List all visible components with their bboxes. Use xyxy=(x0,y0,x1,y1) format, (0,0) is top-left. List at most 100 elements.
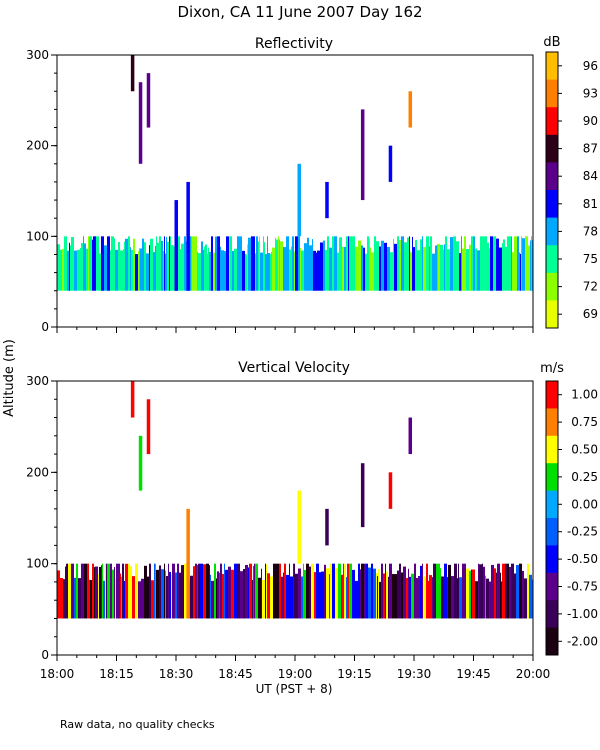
y-tick-label: 0 xyxy=(41,648,49,662)
data-column xyxy=(475,581,478,619)
data-column xyxy=(377,576,378,619)
data-column xyxy=(491,564,494,619)
data-column xyxy=(276,563,279,619)
data-column xyxy=(522,238,525,291)
data-column xyxy=(445,236,447,291)
data-column xyxy=(70,245,71,291)
data-column xyxy=(258,577,261,619)
data-column xyxy=(348,236,349,291)
data-column xyxy=(462,248,464,291)
colorbar-swatch xyxy=(546,79,558,108)
data-column xyxy=(156,236,157,291)
data-column xyxy=(66,563,67,619)
data-column xyxy=(163,250,164,291)
data-column xyxy=(286,574,289,619)
data-column xyxy=(422,563,423,619)
colorbar-tick-label: -0.75 xyxy=(567,580,598,594)
data-column xyxy=(87,563,89,619)
feature-column xyxy=(297,490,301,564)
data-column xyxy=(215,236,217,291)
data-column xyxy=(177,563,178,619)
y-tick-label: 300 xyxy=(26,48,49,62)
data-column xyxy=(159,236,161,291)
data-column xyxy=(304,569,306,619)
feature-column xyxy=(297,163,301,237)
reflectivity-colorbar-label: dB xyxy=(543,35,560,50)
data-column xyxy=(409,576,411,619)
data-column xyxy=(115,578,116,619)
data-column xyxy=(74,250,77,291)
data-column xyxy=(247,244,248,291)
data-column xyxy=(458,563,459,619)
data-column xyxy=(240,236,242,291)
data-column xyxy=(441,576,444,619)
data-column xyxy=(369,238,370,291)
data-column xyxy=(435,245,437,291)
data-column xyxy=(502,563,505,619)
colorbar-swatch xyxy=(546,435,558,464)
data-column xyxy=(149,245,150,291)
data-column xyxy=(471,569,472,619)
data-column xyxy=(437,563,440,619)
data-column xyxy=(219,572,220,619)
data-column xyxy=(280,241,283,291)
data-column xyxy=(365,253,367,291)
data-column xyxy=(98,574,99,619)
data-column xyxy=(230,236,232,291)
data-column xyxy=(412,236,413,291)
data-column xyxy=(295,573,298,619)
colorbar-tick-label: 84 xyxy=(583,169,598,183)
data-column xyxy=(226,236,229,291)
data-column xyxy=(475,248,477,291)
feature-column xyxy=(138,82,143,164)
data-column xyxy=(420,565,422,619)
data-column xyxy=(383,573,385,619)
x-axis-label: UT (PST + 8) xyxy=(256,682,333,696)
data-column xyxy=(94,567,95,619)
data-column xyxy=(524,578,527,619)
data-column xyxy=(487,242,489,291)
data-column xyxy=(80,247,81,291)
data-column xyxy=(279,239,280,291)
data-column xyxy=(224,251,226,291)
velocity-colorbar-label: m/s xyxy=(540,361,564,376)
data-column xyxy=(76,563,78,619)
data-column xyxy=(444,244,445,291)
data-column xyxy=(410,252,412,291)
data-column xyxy=(104,245,107,291)
data-column xyxy=(418,575,420,619)
data-column xyxy=(511,236,512,291)
data-column xyxy=(206,563,209,619)
data-column xyxy=(253,236,255,291)
data-column xyxy=(298,568,301,619)
data-column xyxy=(110,563,112,619)
data-column xyxy=(258,241,259,291)
data-column xyxy=(198,253,201,291)
data-column xyxy=(501,581,502,619)
data-column xyxy=(440,244,443,291)
data-column xyxy=(486,578,489,619)
data-column xyxy=(263,236,264,291)
data-column xyxy=(450,237,453,291)
data-column xyxy=(165,253,166,291)
data-column xyxy=(293,563,294,619)
data-column xyxy=(448,564,451,619)
data-column xyxy=(252,579,253,619)
data-column xyxy=(292,236,294,291)
data-column xyxy=(385,563,386,619)
data-column xyxy=(327,236,329,291)
data-column xyxy=(190,575,193,619)
data-column xyxy=(483,566,485,619)
data-column xyxy=(255,563,258,619)
colorbar-swatch xyxy=(546,490,558,519)
data-column xyxy=(530,240,531,291)
data-column xyxy=(316,563,319,619)
data-column xyxy=(267,236,268,291)
data-column xyxy=(399,563,401,619)
data-column xyxy=(211,236,213,291)
data-column xyxy=(376,241,379,291)
data-column xyxy=(211,580,214,619)
data-column xyxy=(286,236,289,291)
data-column xyxy=(265,563,266,619)
